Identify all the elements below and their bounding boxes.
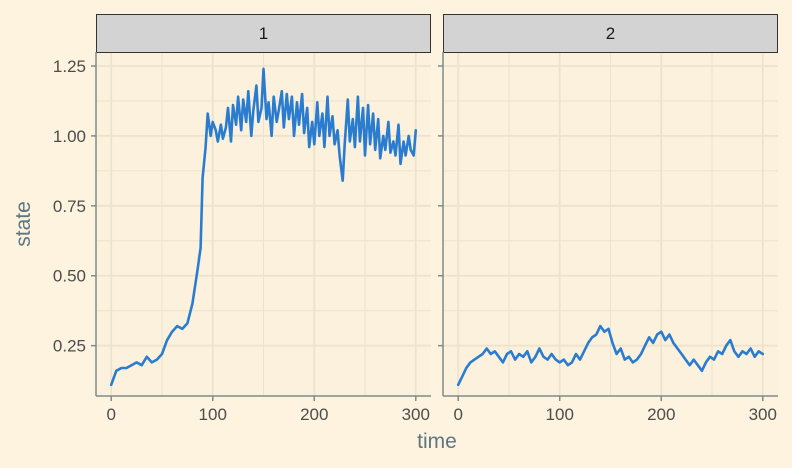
series-line-panel-1: [109, 67, 418, 387]
facet-strip: [96, 14, 431, 53]
x-tick-label: 100: [199, 405, 227, 424]
x-axis-title: time: [417, 430, 457, 453]
x-tick-label: 100: [546, 405, 574, 424]
x-tick-label: 0: [453, 405, 462, 424]
x-tick-label: 200: [647, 405, 675, 424]
y-tick-label: 1.00: [53, 127, 86, 146]
x-tick-label: 300: [402, 405, 430, 424]
facet-panel-1: 1 0.25 0.50 0.75 1.00 1.25 0 100 200 300: [53, 14, 431, 424]
facet-strip-label: 2: [606, 24, 615, 43]
x-tick-label: 0: [106, 405, 115, 424]
facet-strip: [443, 14, 778, 53]
y-tick-label: 0.50: [53, 267, 86, 286]
facet-panel-2: 2 0 100 200 300: [438, 14, 778, 424]
y-tick-label: 0.75: [53, 197, 86, 216]
series-line-panel-2: [456, 324, 765, 387]
x-tick-label: 200: [300, 405, 328, 424]
facet-strip-label: 1: [259, 24, 268, 43]
x-tick-label: 300: [749, 405, 777, 424]
y-tick-label: 0.25: [53, 337, 86, 356]
y-axis-title: state: [12, 201, 35, 247]
y-tick-label: 1.25: [53, 57, 86, 76]
